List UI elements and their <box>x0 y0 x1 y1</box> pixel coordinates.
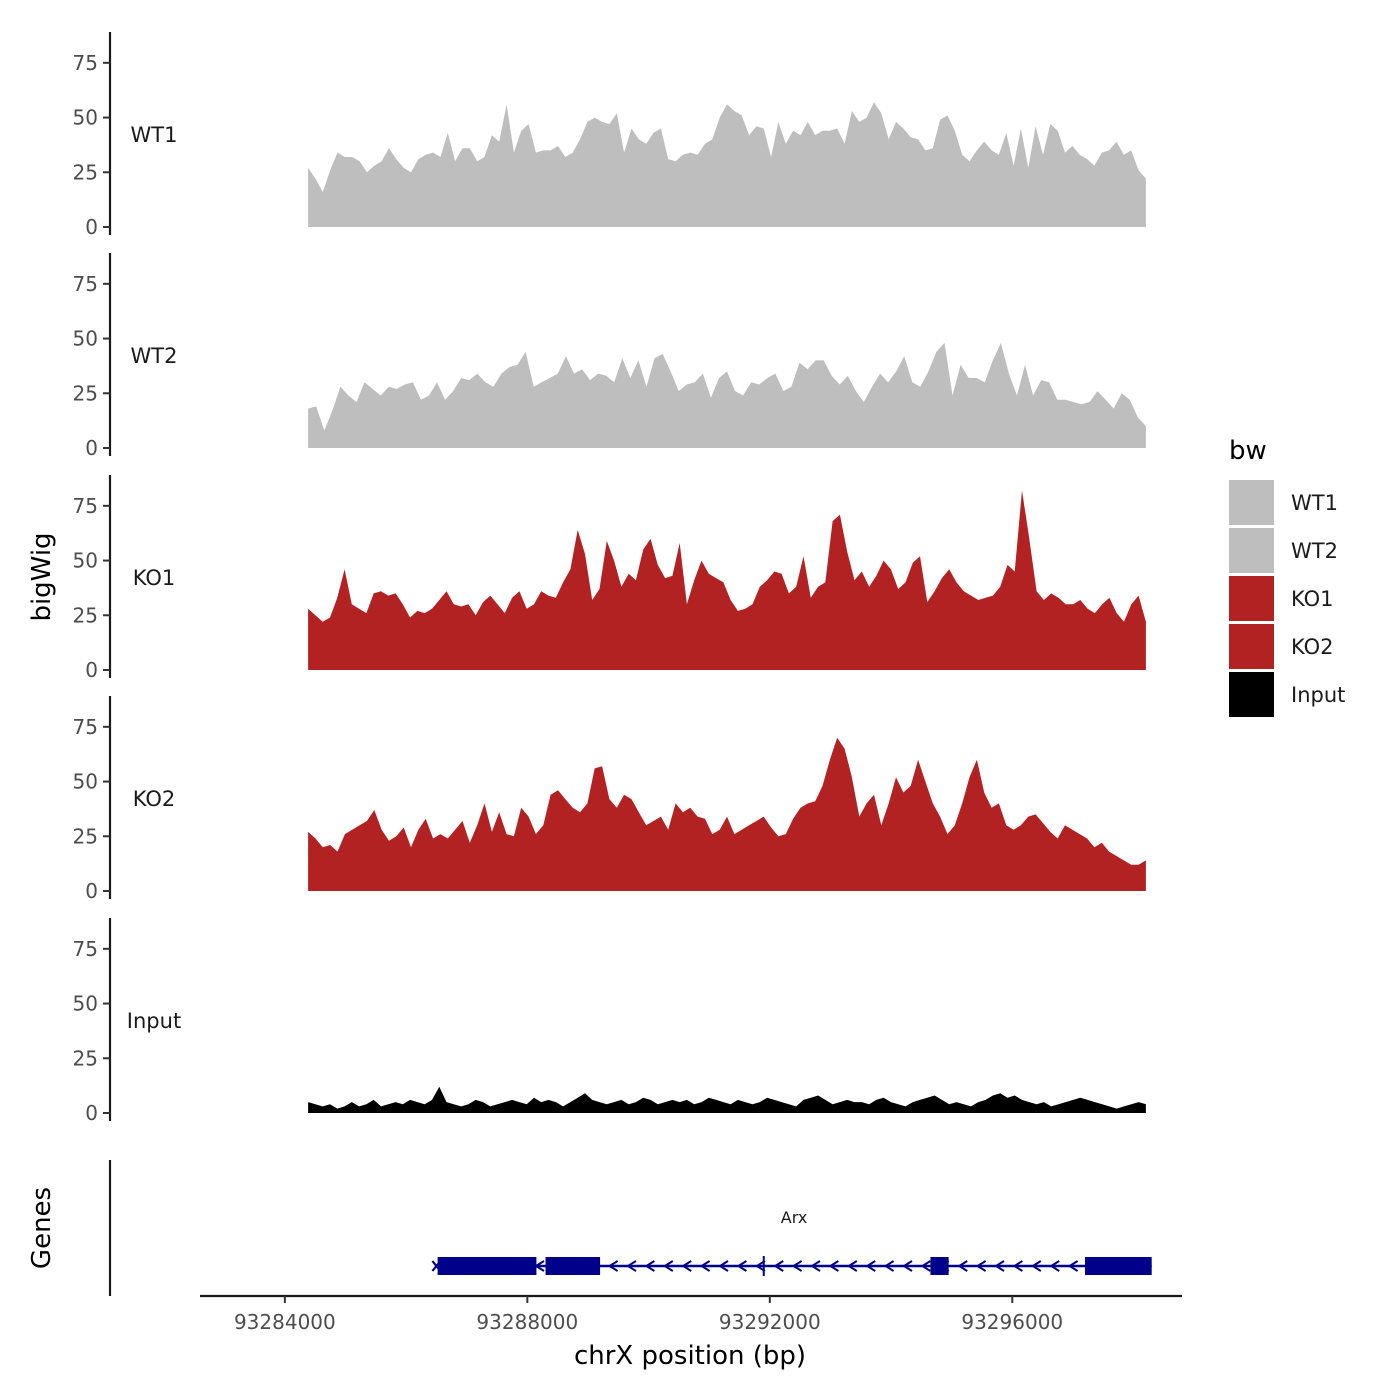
gene-exon <box>930 1257 949 1275</box>
legend-label-wt1: WT1 <box>1291 491 1338 515</box>
y-tick-label: 25 <box>73 1046 98 1070</box>
tss-marker <box>431 1260 442 1272</box>
strand-chevron <box>865 1260 876 1272</box>
legend: bw WT1 WT2 KO1 KO2 Input <box>1229 436 1345 717</box>
strand-chevron <box>681 1260 692 1272</box>
strand-chevron <box>994 1260 1005 1272</box>
strand-chevron <box>883 1260 895 1272</box>
strand-chevron <box>754 1260 766 1272</box>
strand-chevron <box>810 1260 821 1272</box>
y-tick-label: 25 <box>73 381 98 405</box>
strand-chevron <box>828 1260 839 1272</box>
panel-ko2: 0 25 50 75 KO2 <box>73 696 1146 903</box>
panel-label-ko2: KO2 <box>133 787 176 811</box>
panel-wt1: 0 25 50 75 WT1 <box>73 32 1146 239</box>
legend-key-ko2 <box>1229 624 1274 669</box>
strand-chevron <box>607 1260 619 1272</box>
strand-chevron <box>626 1260 637 1272</box>
coverage-area-ko2 <box>308 737 1146 891</box>
strand-chevron <box>736 1260 747 1272</box>
coverage-area-wt1 <box>308 102 1146 227</box>
y-tick-label: 75 <box>73 494 98 518</box>
strand-chevron <box>1049 1260 1060 1272</box>
panel-label-wt1: WT1 <box>131 123 178 147</box>
legend-label-ko2: KO2 <box>1291 635 1334 659</box>
y-tick-label: 25 <box>73 824 98 848</box>
panel-label-ko1: KO1 <box>133 566 176 590</box>
y-tick-label: 0 <box>85 879 98 903</box>
y-tick-label: 75 <box>73 715 98 739</box>
strand-chevron <box>902 1260 913 1272</box>
x-tick-label: 93284000 <box>234 1310 336 1334</box>
panel-label-wt2: WT2 <box>131 344 178 368</box>
y-tick-label: 75 <box>73 51 98 75</box>
strand-chevron <box>644 1260 655 1272</box>
y-tick-label: 50 <box>73 327 98 351</box>
legend-label-ko1: KO1 <box>1291 587 1334 611</box>
y-tick-label: 25 <box>73 160 98 184</box>
y-tick-label: 0 <box>85 436 98 460</box>
y-tick-label: 50 <box>73 770 98 794</box>
coverage-area-input <box>308 1086 1146 1113</box>
gene-exon <box>437 1257 537 1275</box>
y-tick-label: 0 <box>85 1101 98 1125</box>
genes-track-title: Genes <box>27 1187 57 1269</box>
gene-track: Arx <box>108 1160 1152 1296</box>
strand-chevron <box>1030 1260 1042 1272</box>
strand-chevron <box>957 1260 968 1272</box>
panel-input: 0 25 50 75 Input <box>73 918 1146 1125</box>
strand-chevron <box>846 1260 858 1272</box>
x-axis-title: chrX position (bp) <box>574 1341 806 1371</box>
panel-label-input: Input <box>127 1009 181 1033</box>
legend-key-input <box>1229 672 1274 717</box>
y-tick-label: 0 <box>85 215 98 239</box>
strand-chevron <box>1012 1260 1023 1272</box>
strand-chevron <box>1067 1260 1079 1272</box>
strand-chevron <box>791 1260 803 1272</box>
gene-arx: Arx <box>431 1208 1152 1276</box>
strand-chevron <box>662 1260 674 1272</box>
legend-key-wt2 <box>1229 528 1274 573</box>
y-tick-label: 50 <box>73 992 98 1016</box>
gene-exon <box>545 1257 601 1275</box>
y-tick-label: 50 <box>73 549 98 573</box>
strand-chevron <box>975 1260 987 1272</box>
legend-key-ko1 <box>1229 576 1274 621</box>
legend-label-wt2: WT2 <box>1291 539 1338 563</box>
coverage-area-ko1 <box>308 490 1146 670</box>
x-tick-label: 93292000 <box>719 1310 821 1334</box>
x-tick-label: 93296000 <box>961 1310 1063 1334</box>
y-tick-label: 75 <box>73 272 98 296</box>
gene-name-label: Arx <box>781 1208 808 1227</box>
legend-key-wt1 <box>1229 480 1274 525</box>
panel-wt2: 0 25 50 75 WT2 <box>73 253 1146 460</box>
panel-ko1: 0 25 50 75 KO1 <box>73 475 1146 682</box>
y-tick-label: 0 <box>85 658 98 682</box>
y-axis-title: bigWig <box>27 532 57 621</box>
strand-chevron <box>920 1260 931 1272</box>
x-tick-label: 93288000 <box>476 1310 578 1334</box>
y-tick-label: 50 <box>73 106 98 130</box>
y-tick-label: 75 <box>73 937 98 961</box>
legend-title: bw <box>1229 436 1267 466</box>
strand-chevron <box>699 1260 711 1272</box>
strand-chevron <box>718 1260 729 1272</box>
y-tick-label: 25 <box>73 603 98 627</box>
strand-chevron <box>773 1260 784 1272</box>
x-axis: 93284000 93288000 93292000 93296000 <box>200 1294 1182 1334</box>
gene-exon <box>1085 1257 1152 1275</box>
coverage-panels: 0 25 50 75 WT1 0 25 50 75 WT2 0 25 50 75 KO1 0 25 50 75 KO2… <box>73 32 1146 1125</box>
legend-label-input: Input <box>1291 683 1345 707</box>
coverage-area-wt2 <box>308 342 1146 448</box>
